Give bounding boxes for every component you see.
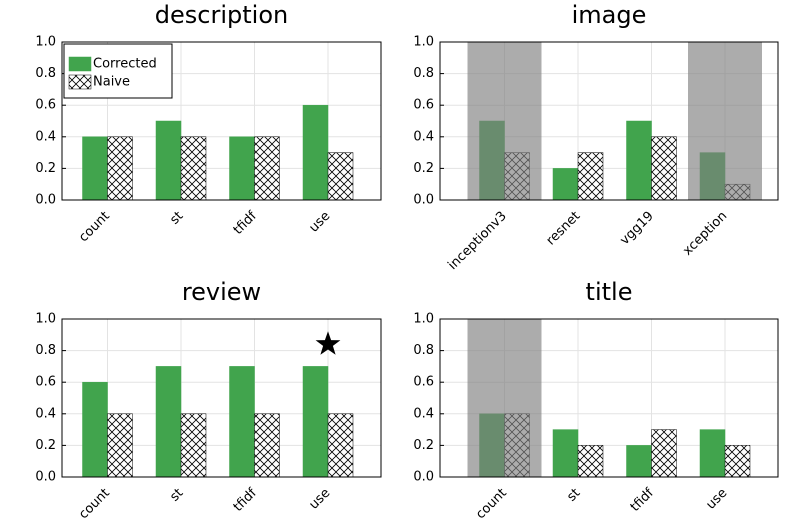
bar — [254, 413, 280, 478]
bar — [229, 136, 255, 201]
subplot: image 0.0 0.2 0.4 0.6 0.8 1.0 inceptionv3 resnet… — [413, 1, 779, 273]
y-tick-label: 0.6 — [35, 98, 56, 113]
highlight — [688, 42, 762, 200]
bar — [180, 413, 207, 478]
x-tick-label: vgg19 — [617, 209, 656, 248]
y-tick-label: 0.2 — [413, 438, 434, 453]
bar — [254, 136, 280, 201]
y-tick-label: 0.4 — [413, 406, 434, 421]
bar — [155, 120, 182, 201]
subplot: review 0.0 0.2 0.4 0.6 0.8 1.0 count st tfidf use — [35, 278, 382, 523]
y-tick-label: 0.2 — [35, 161, 56, 176]
subplot-title: review — [182, 278, 261, 306]
y-tick-label: 0.8 — [413, 343, 434, 358]
x-tick-label: st — [167, 209, 186, 228]
axes-frame — [439, 41, 779, 201]
bar — [552, 168, 579, 201]
y-tick-label: 0.8 — [35, 343, 56, 358]
bar — [577, 445, 604, 478]
y-tick-label: 0.6 — [413, 98, 434, 113]
x-tick-label: tfidf — [231, 485, 260, 514]
subplot: title 0.0 0.2 0.4 0.6 0.8 1.0 count st tfidf use — [413, 278, 779, 523]
bar — [699, 429, 726, 478]
x-tick-label: use — [306, 486, 333, 513]
bar — [651, 136, 677, 201]
y-tick-label: 0.4 — [35, 129, 56, 144]
star-marker — [315, 331, 341, 355]
x-tick-label: xception — [680, 209, 730, 259]
legend-swatch — [68, 56, 92, 72]
x-tick-label: count — [76, 486, 113, 523]
bar — [229, 366, 255, 478]
bar — [651, 429, 677, 478]
bar — [626, 120, 652, 201]
legend-swatch — [68, 74, 92, 90]
bar — [107, 413, 133, 478]
y-tick-label: 0.2 — [35, 438, 56, 453]
bar — [155, 366, 182, 478]
bar — [302, 104, 329, 201]
highlight — [467, 42, 542, 200]
y-tick-label: 1.0 — [35, 312, 56, 327]
y-tick-label: 1.0 — [413, 35, 434, 50]
bar — [724, 445, 751, 478]
x-tick-label: st — [564, 486, 583, 505]
y-tick-label: 1.0 — [35, 35, 56, 50]
bar — [327, 413, 354, 478]
subplot-title: description — [155, 1, 288, 29]
y-tick-label: 0.0 — [413, 193, 434, 208]
bar — [552, 429, 579, 478]
y-tick-label: 0.0 — [35, 193, 56, 208]
bar — [577, 152, 604, 201]
legend-label: Corrected — [93, 57, 157, 72]
x-tick-label: inceptionv3 — [445, 209, 509, 273]
x-tick-label: count — [76, 209, 113, 246]
x-tick-label: use — [306, 209, 333, 236]
x-tick-label: resnet — [544, 209, 584, 249]
y-tick-label: 0.4 — [413, 129, 434, 144]
bar — [302, 366, 329, 478]
y-tick-label: 0.4 — [35, 406, 56, 421]
subplot-title: title — [586, 278, 633, 306]
y-tick-label: 0.6 — [413, 375, 434, 390]
bar — [327, 152, 354, 201]
x-tick-label: st — [167, 486, 186, 505]
y-tick-label: 0.8 — [35, 66, 56, 81]
bar — [626, 445, 652, 478]
bar — [180, 136, 207, 201]
subplot-title: image — [572, 1, 647, 29]
axes-frame — [61, 318, 382, 478]
axes-frame — [439, 318, 779, 478]
highlight — [467, 319, 542, 477]
bar — [107, 136, 133, 201]
y-tick-label: 0.2 — [413, 161, 434, 176]
legend-label: Naive — [93, 75, 130, 90]
x-tick-label: tfidf — [231, 208, 260, 237]
x-tick-label: count — [473, 486, 510, 523]
bar — [82, 136, 108, 201]
x-tick-label: tfidf — [628, 485, 657, 514]
y-tick-label: 0.0 — [35, 470, 56, 485]
y-tick-label: 0.8 — [413, 66, 434, 81]
y-tick-label: 1.0 — [413, 312, 434, 327]
subplot: description 0.0 0.2 0.4 0.6 0.8 1.0 count st tfid… — [35, 1, 382, 246]
x-tick-label: use — [703, 486, 730, 513]
y-tick-label: 0.0 — [413, 470, 434, 485]
y-tick-label: 0.6 — [35, 375, 56, 390]
axes-frame — [61, 41, 382, 201]
bar — [82, 381, 108, 478]
